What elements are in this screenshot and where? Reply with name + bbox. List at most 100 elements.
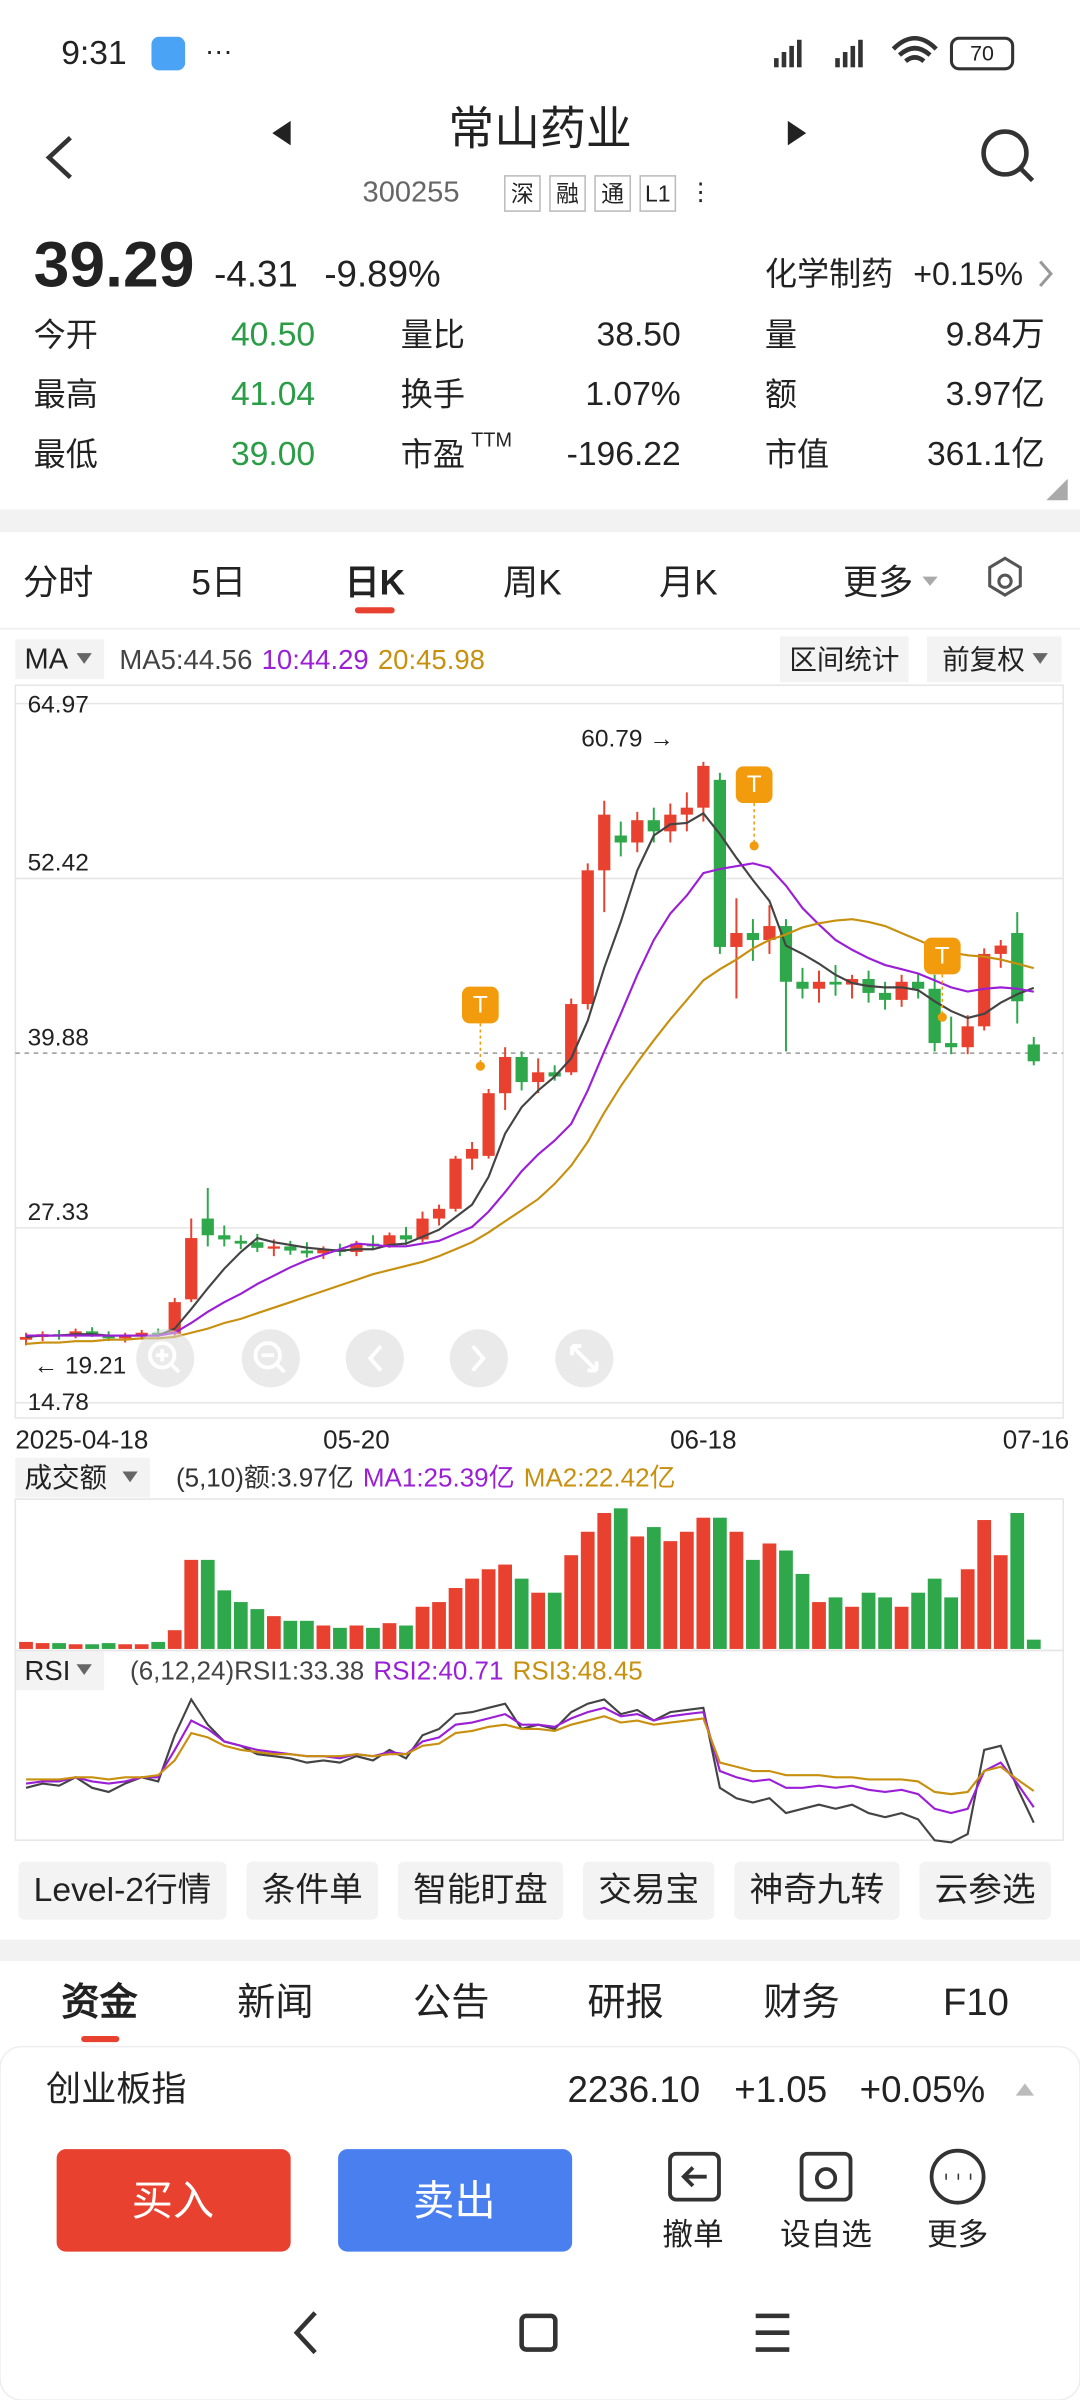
rsi-legend-item: RSI3:48.45: [513, 1655, 643, 1685]
tool-label: 云参选: [935, 1871, 1036, 1909]
volume-bar: [613, 1508, 628, 1649]
candle-body: [697, 765, 710, 808]
scroll-left[interactable]: [345, 1329, 404, 1388]
rsi-line: [26, 1715, 1035, 1796]
news-tab[interactable]: 财务: [763, 1981, 839, 2024]
candle-body: [201, 1218, 214, 1236]
volume-bar: [894, 1606, 909, 1649]
volume-bar: [597, 1513, 612, 1649]
marker-box[interactable]: [461, 986, 499, 1024]
search-button[interactable]: [981, 129, 1029, 177]
action-label[interactable]: 撤单: [662, 2218, 723, 2252]
stat-label: 量比: [401, 317, 465, 353]
zoom-controls: [136, 1329, 614, 1388]
rsi-selector-box[interactable]: [15, 1650, 105, 1691]
volume-bar: [944, 1597, 959, 1649]
ma-legend-item: MA5:44.56: [119, 644, 252, 675]
stat-value: 1.07%: [585, 376, 680, 413]
volume-bar: [200, 1559, 215, 1649]
candle-body: [317, 1249, 330, 1254]
stat-value: 38.50: [597, 316, 681, 353]
range-stats-box[interactable]: [780, 636, 909, 683]
zoom-icons: [148, 1341, 599, 1374]
buy-button[interactable]: [56, 2149, 291, 2252]
tool-box[interactable]: [734, 1861, 900, 1920]
index-expand[interactable]: [1015, 2083, 1035, 2096]
ma-legend-item: 20:45.98: [378, 644, 485, 675]
volume-bar: [118, 1644, 133, 1649]
settings-button[interactable]: [988, 556, 1022, 597]
prev-stock[interactable]: [272, 120, 291, 146]
candle-body: [251, 1242, 264, 1248]
marker-box[interactable]: [923, 937, 961, 975]
action-label[interactable]: 设自选: [780, 2218, 872, 2252]
period-tab[interactable]: 月K: [659, 563, 718, 602]
news-tab[interactable]: F10: [943, 1981, 1009, 2024]
stat-label: 今开: [34, 317, 98, 353]
tool-box[interactable]: [397, 1861, 564, 1920]
candle-body: [581, 870, 594, 1005]
candle-body: [300, 1250, 314, 1254]
tool-box[interactable]: [919, 1861, 1051, 1920]
candle-body: [730, 933, 743, 947]
back-button[interactable]: [45, 135, 72, 180]
tool-box[interactable]: [582, 1861, 715, 1920]
y-tick-label: 52.42: [28, 850, 89, 877]
action-label[interactable]: 更多: [927, 2218, 988, 2252]
separator: [0, 509, 1080, 533]
period-tab[interactable]: 周K: [503, 563, 562, 602]
volume-bar: [547, 1592, 562, 1649]
sector-name[interactable]: 化学制药: [765, 256, 893, 292]
volume-bar: [465, 1578, 479, 1649]
period-tab[interactable]: 5日: [191, 563, 246, 602]
zoom-out[interactable]: [241, 1329, 300, 1388]
candle-body: [465, 1148, 479, 1159]
rsi-chart: (6,12,24)RSI1:33.38 RSI2:40.71 RSI3:48.45: [25, 1655, 1035, 1844]
scroll-right[interactable]: [449, 1329, 508, 1388]
marker-box[interactable]: [735, 766, 773, 804]
nav-menu[interactable]: [755, 2313, 790, 2352]
news-underline: [81, 2035, 120, 2043]
zoom-in[interactable]: [136, 1329, 195, 1388]
status-time: 9:31: [61, 35, 126, 72]
period-tab[interactable]: 分时: [23, 563, 93, 602]
next-stock[interactable]: [787, 120, 807, 146]
nav-back[interactable]: [293, 2311, 317, 2355]
nav-home[interactable]: [519, 2313, 558, 2352]
y-tick-label: 64.97: [28, 692, 89, 719]
candle-body: [234, 1240, 247, 1244]
vol-caret: [122, 1471, 138, 1483]
volume-bar: [812, 1602, 826, 1649]
volume-bar: [316, 1625, 331, 1649]
y-tick-label: 14.78: [28, 1389, 89, 1416]
volume-bar: [1026, 1639, 1041, 1649]
action-items: 撤单 设自选 更多: [662, 2218, 988, 2252]
news-tab[interactable]: 资金: [61, 1981, 138, 2024]
price-change-pct: -9.89%: [324, 253, 440, 294]
index-name[interactable]: 创业板指: [46, 2070, 187, 2109]
candle-body: [548, 1072, 561, 1077]
last-price: 39.29: [34, 229, 195, 301]
period-tab[interactable]: 更多: [843, 563, 913, 602]
news-tab[interactable]: 新闻: [237, 1981, 313, 2024]
sell-button[interactable]: [338, 2149, 573, 2252]
y-tick-label: 39.88: [28, 1024, 89, 1051]
tool-label: 条件单: [262, 1871, 363, 1909]
expand-corner[interactable]: [1046, 478, 1068, 501]
volume-bar: [167, 1630, 182, 1649]
news-tab[interactable]: 研报: [587, 1981, 663, 2024]
candle-body: [185, 1238, 198, 1300]
candle-body: [135, 1332, 148, 1336]
volume-bar: [300, 1620, 314, 1649]
period-tab[interactable]: 日K: [345, 563, 406, 602]
volume-bar: [861, 1592, 876, 1649]
ma-selector-box[interactable]: [15, 639, 105, 680]
news-tab[interactable]: 公告: [413, 1981, 489, 2024]
tool-row: Level-2行情 条件单 智能盯盘 交易宝 神奇九转 云参选: [18, 1861, 1051, 1920]
candle-body: [713, 779, 727, 947]
marker-dot: [749, 841, 759, 851]
tool-box[interactable]: [18, 1861, 227, 1920]
tool-box[interactable]: [246, 1861, 379, 1920]
volume-bar: [481, 1569, 496, 1649]
tool-label: Level-2行情: [34, 1871, 212, 1909]
